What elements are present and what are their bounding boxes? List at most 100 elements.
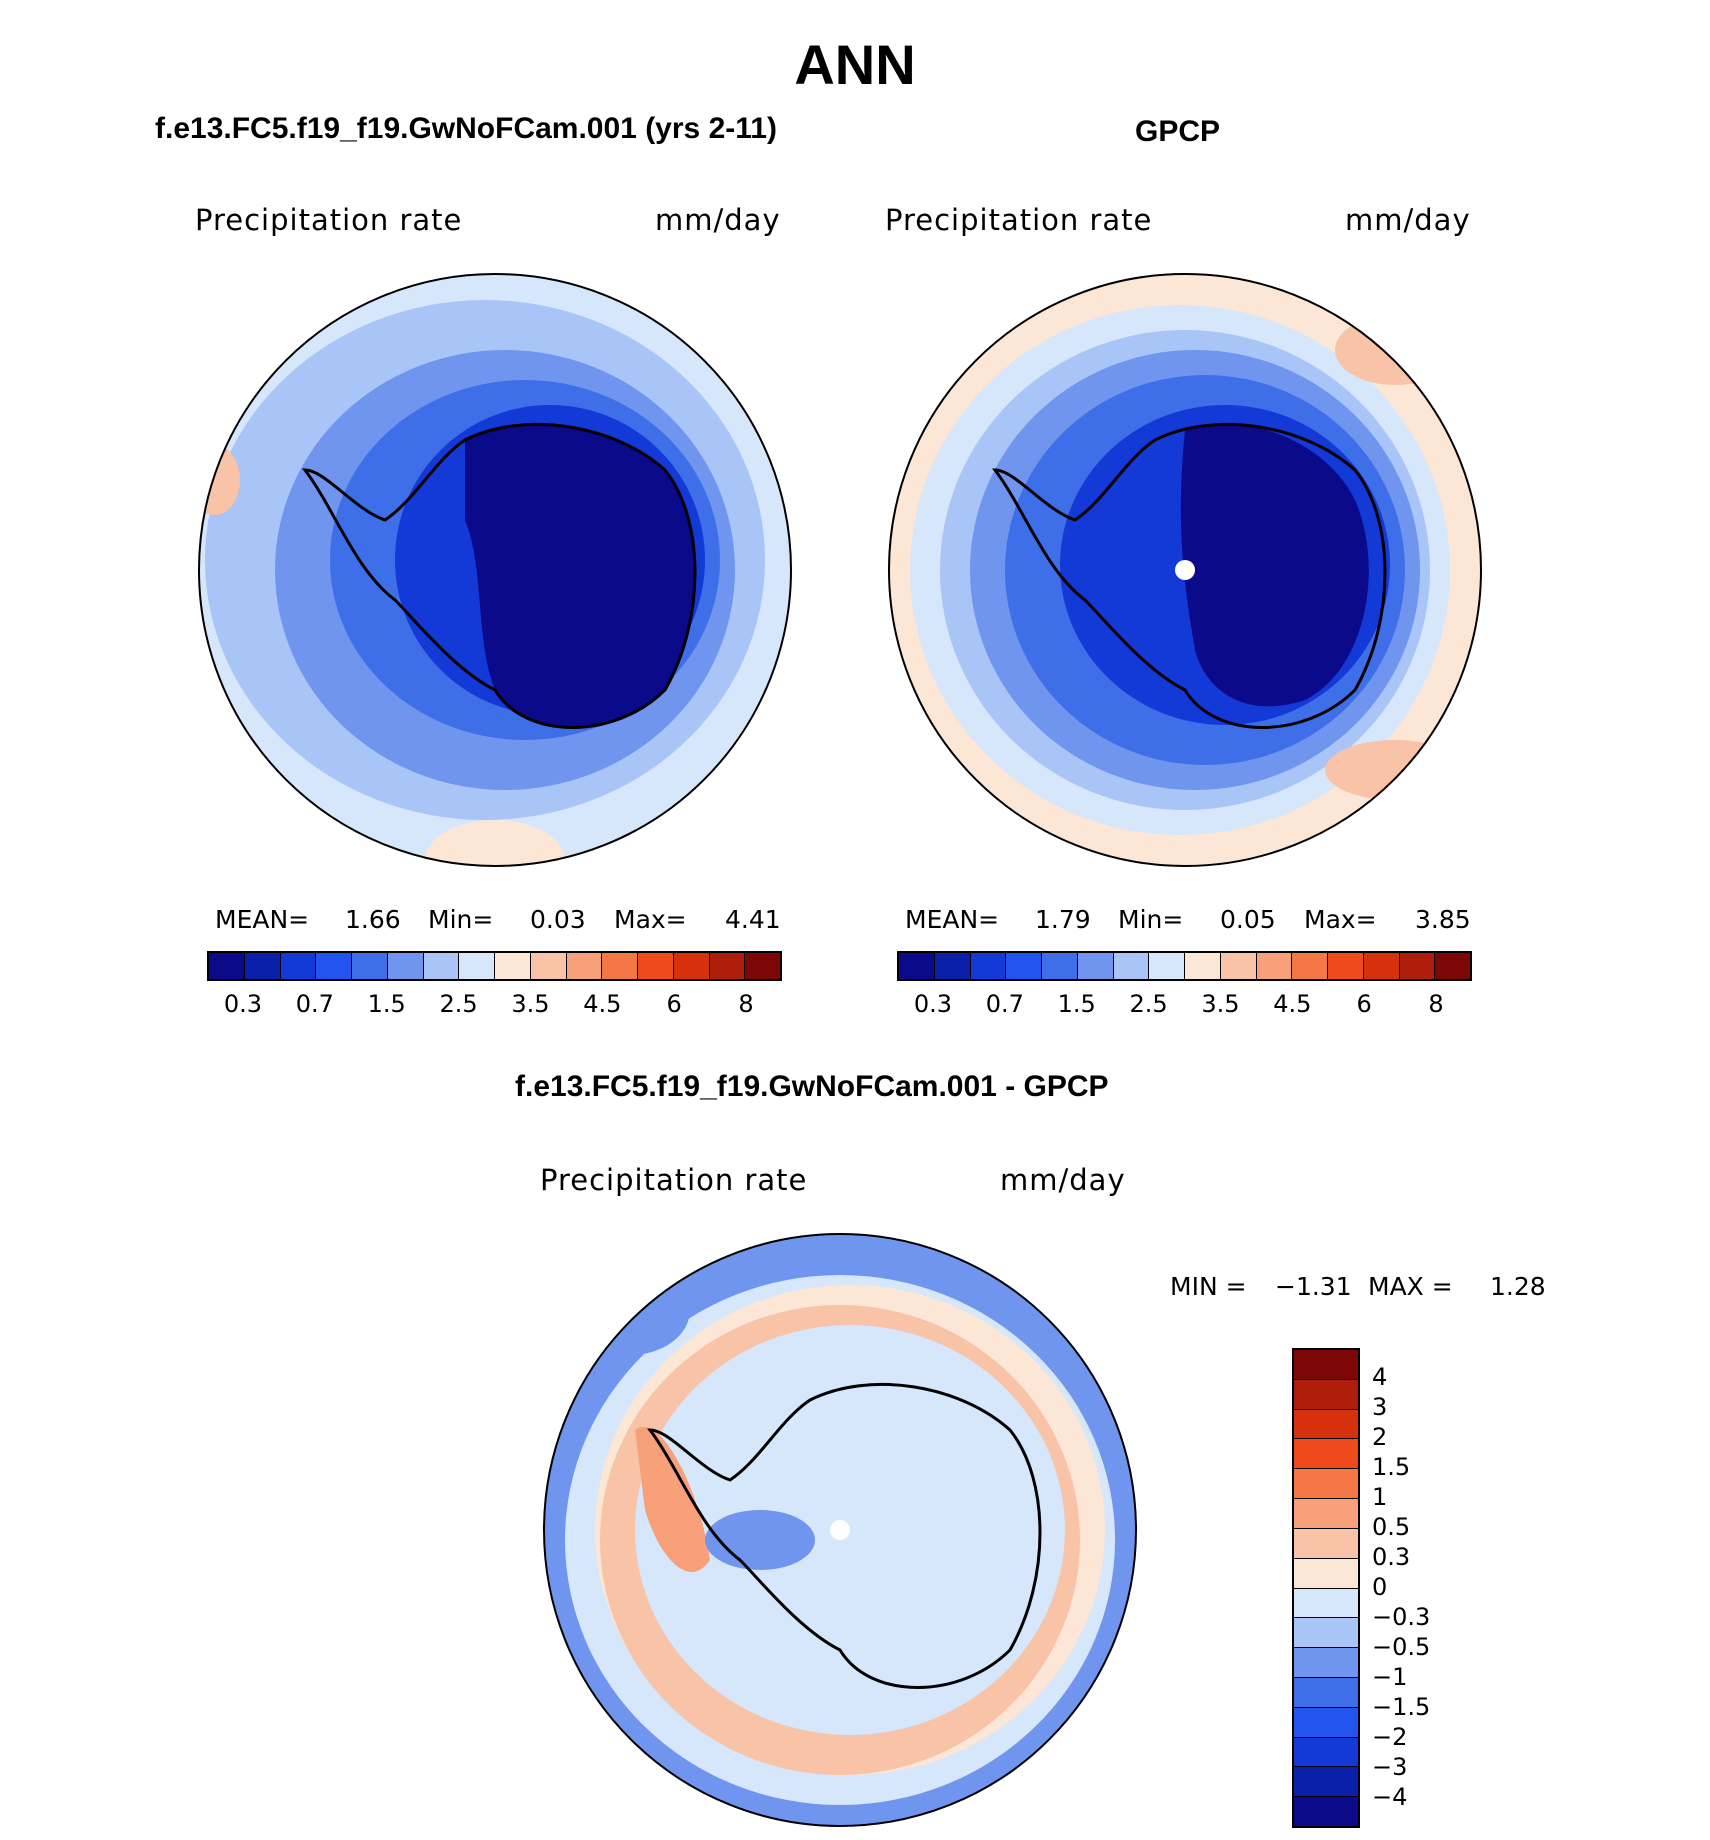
model-colorbar-tick-label: 2.5 xyxy=(439,990,478,1018)
diff-colorbar-swatch xyxy=(1294,1648,1358,1678)
obs-colorbar-tick-label: 8 xyxy=(1428,990,1444,1018)
model-colorbar-swatch xyxy=(209,953,245,979)
diff-colorbar-swatch xyxy=(1294,1499,1358,1529)
diff-colorbar-swatch xyxy=(1294,1797,1358,1826)
diff-colorbar-swatch xyxy=(1294,1558,1358,1589)
model-colorbar-swatch xyxy=(495,953,531,979)
diff-colorbar-tick-label: 2 xyxy=(1372,1423,1388,1451)
model-colorbar-swatch xyxy=(673,953,710,979)
model-min-label: Min= xyxy=(428,905,494,934)
diff-colorbar-tick-label: −1.5 xyxy=(1372,1693,1431,1721)
model-units-label: mm/day xyxy=(655,203,781,237)
model-mean-label: MEAN= xyxy=(215,905,310,934)
obs-min-label: Min= xyxy=(1118,905,1184,934)
obs-colorbar-swatch xyxy=(1006,953,1042,979)
diff-colorbar-swatch xyxy=(1294,1618,1358,1649)
obs-colorbar-tick-label: 2.5 xyxy=(1129,990,1168,1018)
obs-colorbar-swatch xyxy=(1113,953,1150,979)
diff-colorbar-tick-label: −4 xyxy=(1372,1783,1408,1811)
diff-max-label: MAX = xyxy=(1368,1272,1453,1301)
diff-colorbar-swatch xyxy=(1294,1469,1358,1500)
model-colorbar-tick-label: 6 xyxy=(666,990,682,1018)
model-colorbar-swatch xyxy=(638,953,674,979)
model-colorbar-swatch xyxy=(459,953,495,979)
diff-colorbar-tick-label: −2 xyxy=(1372,1723,1408,1751)
diff-colorbar-tick-label: −0.3 xyxy=(1372,1603,1431,1631)
model-colorbar-swatch xyxy=(530,953,567,979)
model-colorbar-ticks: 0.3 0.7 1.5 2.5 3.5 4.5 6 8 xyxy=(207,990,782,1020)
model-colorbar-swatch xyxy=(352,953,388,979)
obs-mean-label: MEAN= xyxy=(905,905,1000,934)
obs-mean-value: 1.79 xyxy=(1035,905,1091,934)
obs-colorbar-tick-label: 3.5 xyxy=(1201,990,1240,1018)
obs-colorbar-tick-label: 6 xyxy=(1356,990,1372,1018)
diff-colorbar-swatch xyxy=(1294,1409,1358,1440)
obs-colorbar-tick-label: 4.5 xyxy=(1273,990,1312,1018)
model-panel-title: f.e13.FC5.f19_f19.GwNoFCam.001 (yrs 2-11… xyxy=(155,112,777,145)
diff-colorbar-swatch xyxy=(1294,1588,1358,1619)
obs-colorbar-swatch xyxy=(934,953,971,979)
obs-colorbar-tick-label: 0.7 xyxy=(985,990,1024,1018)
model-colorbar-tick-label: 4.5 xyxy=(583,990,622,1018)
diff-min-value: −1.31 xyxy=(1275,1272,1352,1301)
diff-colorbar xyxy=(1292,1348,1360,1828)
obs-colorbar-swatch xyxy=(1077,953,1114,979)
model-variable-label: Precipitation rate xyxy=(195,203,463,237)
model-min-value: 0.03 xyxy=(530,905,586,934)
obs-variable-label: Precipitation rate xyxy=(885,203,1153,237)
obs-colorbar-ticks: 0.3 0.7 1.5 2.5 3.5 4.5 6 8 xyxy=(897,990,1472,1020)
diff-colorbar-ticks: 4 3 2 1.5 1 0.5 0.3 0 −0.3 −0.5 −1 −1.5 −2 −3 −4 xyxy=(1372,1348,1492,1828)
model-colorbar-tick-label: 1.5 xyxy=(367,990,406,1018)
model-colorbar-swatch xyxy=(602,953,638,979)
diff-colorbar-tick-label: 0.5 xyxy=(1372,1513,1411,1541)
obs-colorbar-tick-label: 1.5 xyxy=(1057,990,1096,1018)
model-colorbar-swatch xyxy=(566,953,603,979)
diff-variable-label: Precipitation rate xyxy=(540,1163,808,1197)
model-colorbar-swatch xyxy=(423,953,460,979)
model-max-value: 4.41 xyxy=(725,905,781,934)
diff-colorbar-swatch xyxy=(1294,1767,1358,1798)
diff-colorbar-tick-label: 4 xyxy=(1372,1363,1388,1391)
diff-panel-title: f.e13.FC5.f19_f19.GwNoFCam.001 - GPCP xyxy=(515,1070,1109,1103)
obs-polar-map xyxy=(888,273,1482,867)
diff-colorbar-swatch xyxy=(1294,1677,1358,1708)
model-colorbar-swatch xyxy=(387,953,424,979)
diff-colorbar-swatch xyxy=(1294,1707,1358,1738)
obs-colorbar-swatch xyxy=(1220,953,1257,979)
obs-colorbar-swatch xyxy=(899,953,935,979)
diff-colorbar-swatch xyxy=(1294,1737,1358,1768)
diff-colorbar-tick-label: 1.5 xyxy=(1372,1453,1411,1481)
model-polar-map xyxy=(198,273,792,867)
model-colorbar-tick-label: 0.3 xyxy=(223,990,263,1018)
obs-min-value: 0.05 xyxy=(1220,905,1276,934)
obs-colorbar-swatch xyxy=(1363,953,1400,979)
obs-colorbar-swatch xyxy=(1185,953,1221,979)
diff-max-value: 1.28 xyxy=(1490,1272,1546,1301)
obs-colorbar-swatch xyxy=(1149,953,1185,979)
diff-colorbar-swatch xyxy=(1294,1350,1358,1380)
obs-colorbar-swatch xyxy=(1292,953,1328,979)
model-colorbar-swatch xyxy=(244,953,281,979)
model-colorbar-swatch xyxy=(280,953,317,979)
diff-colorbar-tick-label: 0.3 xyxy=(1372,1543,1411,1571)
diff-colorbar-tick-label: 3 xyxy=(1372,1393,1388,1421)
obs-colorbar xyxy=(897,951,1472,981)
obs-units-label: mm/day xyxy=(1345,203,1471,237)
obs-colorbar-swatch xyxy=(1328,953,1364,979)
model-max-label: Max= xyxy=(614,905,687,934)
diff-colorbar-tick-label: −1 xyxy=(1372,1663,1408,1691)
diff-colorbar-tick-label: 0 xyxy=(1372,1573,1388,1601)
model-colorbar-tick-label: 3.5 xyxy=(511,990,550,1018)
obs-colorbar-swatch xyxy=(1399,953,1436,979)
obs-colorbar-swatch xyxy=(1435,953,1470,979)
diff-colorbar-swatch xyxy=(1294,1379,1358,1410)
diff-units-label: mm/day xyxy=(1000,1163,1126,1197)
model-colorbar xyxy=(207,951,782,981)
diff-colorbar-tick-label: 1 xyxy=(1372,1483,1388,1511)
diff-colorbar-tick-label: −3 xyxy=(1372,1753,1408,1781)
obs-max-label: Max= xyxy=(1304,905,1377,934)
model-colorbar-swatch xyxy=(316,953,352,979)
diff-polar-map xyxy=(543,1233,1137,1827)
obs-colorbar-swatch xyxy=(1256,953,1293,979)
model-colorbar-tick-label: 0.7 xyxy=(295,990,334,1018)
